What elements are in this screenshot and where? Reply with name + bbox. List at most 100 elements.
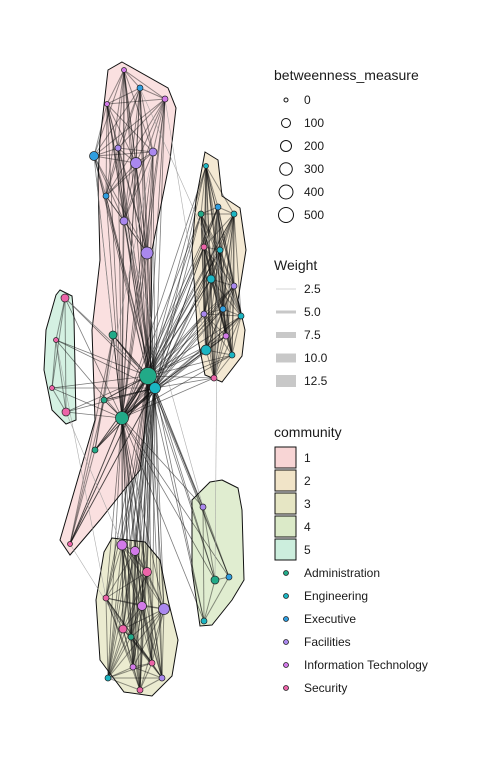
graph-node [130, 157, 142, 169]
edge [203, 213, 235, 315]
edge [121, 544, 134, 668]
edge [132, 571, 148, 668]
graph-node [104, 101, 110, 107]
graph-node [200, 617, 208, 625]
edge [147, 213, 202, 377]
community-4-swatch [274, 515, 297, 538]
edge [134, 550, 141, 691]
graph-node [237, 312, 245, 320]
edge [107, 387, 156, 679]
edge [210, 278, 224, 310]
weight-label-4: 12.5 [304, 374, 328, 388]
edge [154, 165, 207, 389]
edge [205, 165, 242, 317]
graph-node [108, 330, 118, 340]
edge [139, 677, 163, 691]
edge [51, 375, 149, 389]
graph-node [216, 246, 224, 254]
edge [217, 206, 242, 317]
graph-node [158, 674, 166, 682]
edge [154, 246, 205, 389]
edge [121, 417, 205, 622]
edge [105, 597, 165, 610]
edge [105, 417, 123, 599]
weight-label-0: 2.5 [304, 282, 321, 296]
edge [205, 165, 235, 215]
dept-label-facilities: Facilities [304, 635, 351, 649]
legend-departments: Administration Engineering Executive Fac… [283, 566, 428, 695]
edge [105, 195, 125, 222]
edge [225, 213, 235, 337]
graph-node [222, 332, 230, 340]
edge [222, 308, 233, 356]
edge [210, 278, 227, 337]
dept-dot-engineering [283, 593, 289, 599]
dept-label-engineering: Engineering [304, 589, 368, 603]
graph-node [148, 659, 156, 667]
edge [121, 249, 221, 419]
edge [105, 597, 124, 630]
edge [112, 334, 123, 419]
dept-dot-facilities [283, 639, 289, 645]
edge [93, 69, 125, 157]
edge [121, 206, 219, 419]
graph-node [121, 67, 127, 73]
edge [93, 155, 149, 377]
edge [219, 249, 233, 356]
edge [122, 628, 134, 668]
edge [105, 103, 108, 197]
edge [94, 334, 114, 451]
community-label-1: 1 [304, 451, 311, 465]
edge [132, 387, 156, 668]
edge [65, 411, 123, 419]
legend-betweenness: betweenness_measure 0 100 200 300 400 50… [274, 67, 419, 223]
graph-node [199, 503, 207, 511]
edge [146, 98, 166, 254]
graph-node [118, 624, 128, 634]
edge [139, 662, 153, 691]
edge [106, 103, 119, 149]
graph-node [49, 385, 55, 391]
edge [233, 213, 242, 317]
edge [217, 206, 235, 287]
edge [147, 375, 153, 664]
edge [121, 162, 137, 419]
edge [130, 636, 141, 691]
edges [51, 69, 242, 691]
graph-node [130, 546, 140, 556]
edge [213, 285, 235, 379]
edge [134, 550, 163, 679]
edge [107, 608, 165, 679]
graph-node [136, 84, 144, 92]
edge [151, 608, 165, 664]
edge [231, 285, 235, 356]
edge [203, 246, 207, 351]
edge [105, 597, 109, 679]
edge [121, 417, 153, 664]
dept-dot-administration [283, 570, 289, 576]
edge [222, 213, 235, 310]
edge [106, 69, 125, 105]
edge [123, 69, 137, 164]
edge [105, 98, 166, 197]
size-key-0 [283, 97, 289, 103]
edge [222, 285, 235, 310]
edge [205, 165, 212, 280]
edge [55, 339, 67, 413]
edge [94, 417, 123, 451]
edge [121, 417, 132, 638]
graph-node [210, 374, 218, 382]
dept-label-administration: Administration [304, 566, 380, 580]
edge [65, 387, 156, 413]
graph-node [137, 601, 147, 611]
edge [154, 377, 215, 389]
edge [203, 313, 207, 351]
edge [121, 308, 224, 419]
edge [210, 278, 242, 317]
edge [152, 151, 156, 389]
edge [121, 278, 212, 419]
graph-node [228, 351, 236, 359]
edge [213, 308, 224, 379]
edge [205, 165, 233, 356]
edge [106, 103, 137, 164]
